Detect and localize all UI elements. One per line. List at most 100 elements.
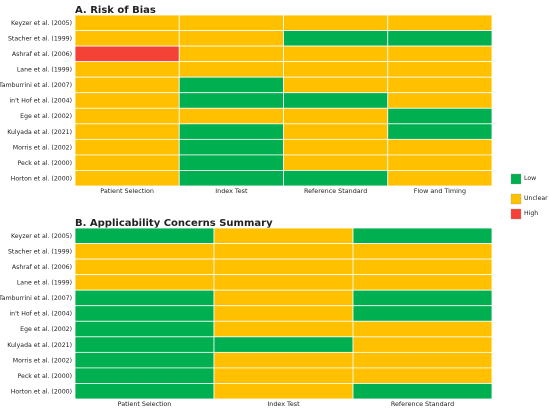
cell-a-r8-c2: [283, 138, 389, 156]
cell-b-r6-c0: [74, 320, 215, 338]
cell-a-r1-c1: [178, 30, 284, 47]
cell-b-r9-c0: [74, 367, 215, 384]
cell-a-r5-c1: [178, 92, 284, 109]
cell-a-r7-c0: [74, 123, 180, 140]
panel-b-applicability-concerns: B. Applicability Concerns Summary Keyzer…: [0, 218, 493, 408]
cell-b-r7-c0: [74, 336, 215, 353]
cell-b-r8-c0: [74, 351, 215, 369]
row-label-b-2: Ashraf et al. (2006): [12, 264, 72, 271]
cell-a-r10-c3: [387, 170, 493, 187]
cell-a-r6-c2: [283, 107, 389, 125]
cell-a-r8-c3: [387, 138, 493, 156]
panel-b-title: B. Applicability Concerns Summary: [75, 218, 273, 229]
cell-a-r0-c2: [283, 14, 389, 31]
cell-a-r4-c0: [74, 76, 180, 94]
cell-a-r3-c0: [74, 61, 180, 78]
cell-b-r3-c1: [213, 274, 354, 291]
cell-b-r7-c2: [352, 336, 493, 353]
row-label-a-2: Ashraf et al. (2006): [12, 51, 72, 58]
cell-b-r10-c1: [213, 383, 354, 400]
cell-a-r10-c1: [178, 170, 284, 187]
row-label-a-8: Morris et al. (2002): [13, 144, 72, 151]
cell-b-r3-c2: [352, 274, 493, 291]
cell-b-r3-c0: [74, 274, 215, 291]
row-label-b-1: Stacher et al. (1999): [8, 249, 72, 256]
legend-swatch-unclear: [510, 193, 522, 205]
row-label-a-10: Horton et al. (2000): [11, 175, 72, 182]
row-label-b-7: Kulyada et al. (2021): [7, 342, 72, 349]
cell-b-r10-c0: [74, 383, 215, 400]
cell-b-r0-c1: [213, 227, 354, 244]
cell-a-r1-c3: [387, 30, 493, 47]
column-label-a-0: Patient Selection: [100, 187, 154, 195]
cell-a-r0-c1: [178, 14, 284, 31]
cell-b-r0-c0: [74, 227, 215, 244]
cell-a-r2-c0: [74, 45, 180, 63]
cell-b-r4-c2: [352, 289, 493, 307]
panel-a-title: A. Risk of Bias: [75, 5, 156, 16]
column-label-a-1: Index Test: [215, 187, 248, 195]
cell-a-r9-c2: [283, 154, 389, 171]
cell-b-r1-c0: [74, 243, 215, 260]
row-label-b-0: Keyzer et al. (2005): [11, 233, 72, 240]
row-label-b-4: Tamburrini et al. (2007): [0, 295, 72, 302]
cell-a-r0-c3: [387, 14, 493, 31]
cell-b-r9-c2: [352, 367, 493, 384]
cell-b-r2-c1: [213, 258, 354, 276]
column-label-b-2: Reference Standard: [391, 400, 454, 408]
cell-b-r2-c2: [352, 258, 493, 276]
cell-a-r4-c3: [387, 76, 493, 94]
row-label-a-7: Kulyada et al. (2021): [7, 129, 72, 136]
cell-b-r5-c0: [74, 305, 215, 322]
column-label-b-0: Patient Selection: [118, 400, 172, 408]
legend: Low Unclear High: [510, 173, 548, 220]
row-label-a-6: Ege et al. (2002): [20, 113, 72, 120]
cell-a-r7-c3: [387, 123, 493, 140]
cell-a-r5-c2: [283, 92, 389, 109]
row-label-b-10: Horton et al. (2000): [11, 388, 72, 395]
cell-a-r3-c2: [283, 61, 389, 78]
cell-b-r9-c1: [213, 367, 354, 384]
legend-swatch-low: [510, 173, 522, 185]
row-label-a-1: Stacher et al. (1999): [8, 36, 72, 43]
cell-b-r4-c1: [213, 289, 354, 307]
cell-b-r8-c2: [352, 351, 493, 369]
column-label-a-2: Reference Standard: [304, 187, 367, 195]
cell-b-r7-c1: [213, 336, 354, 353]
row-label-b-8: Morris et al. (2002): [13, 357, 72, 364]
column-label-a-3: Flow and Timing: [414, 187, 466, 195]
cell-a-r0-c0: [74, 14, 180, 31]
cell-a-r1-c2: [283, 30, 389, 47]
cell-a-r7-c1: [178, 123, 284, 140]
cell-b-r2-c0: [74, 258, 215, 276]
cell-a-r1-c0: [74, 30, 180, 47]
panel-a-risk-of-bias: A. Risk of Bias Keyzer et al. (2005) Stac…: [0, 5, 493, 195]
row-label-b-3: Lane et al. (1999): [17, 280, 72, 287]
cell-b-r8-c1: [213, 351, 354, 369]
cell-a-r10-c2: [283, 170, 389, 187]
cell-a-r8-c0: [74, 138, 180, 156]
row-label-a-3: Lane et al. (1999): [17, 67, 72, 74]
column-label-b-1: Index Test: [267, 400, 300, 408]
legend-label-unclear: Unclear: [524, 195, 548, 202]
row-label-b-9: Peck et al. (2000): [18, 373, 73, 380]
cell-a-r2-c2: [283, 45, 389, 63]
cell-b-r1-c1: [213, 243, 354, 260]
cell-a-r9-c3: [387, 154, 493, 171]
cell-a-r9-c0: [74, 154, 180, 171]
cell-a-r6-c0: [74, 107, 180, 125]
cell-b-r5-c1: [213, 305, 354, 322]
legend-swatch-high: [510, 208, 522, 220]
legend-label-high: High: [524, 210, 538, 217]
cell-a-r5-c3: [387, 92, 493, 109]
cell-b-r6-c1: [213, 320, 354, 338]
cell-b-r5-c2: [352, 305, 493, 322]
cell-a-r7-c2: [283, 123, 389, 140]
cell-a-r8-c1: [178, 138, 284, 156]
cell-a-r2-c1: [178, 45, 284, 63]
row-label-a-5: in't Hof et al. (2004): [9, 98, 72, 105]
row-label-a-0: Keyzer et al. (2005): [11, 20, 72, 27]
cell-b-r1-c2: [352, 243, 493, 260]
legend-label-low: Low: [524, 175, 536, 182]
